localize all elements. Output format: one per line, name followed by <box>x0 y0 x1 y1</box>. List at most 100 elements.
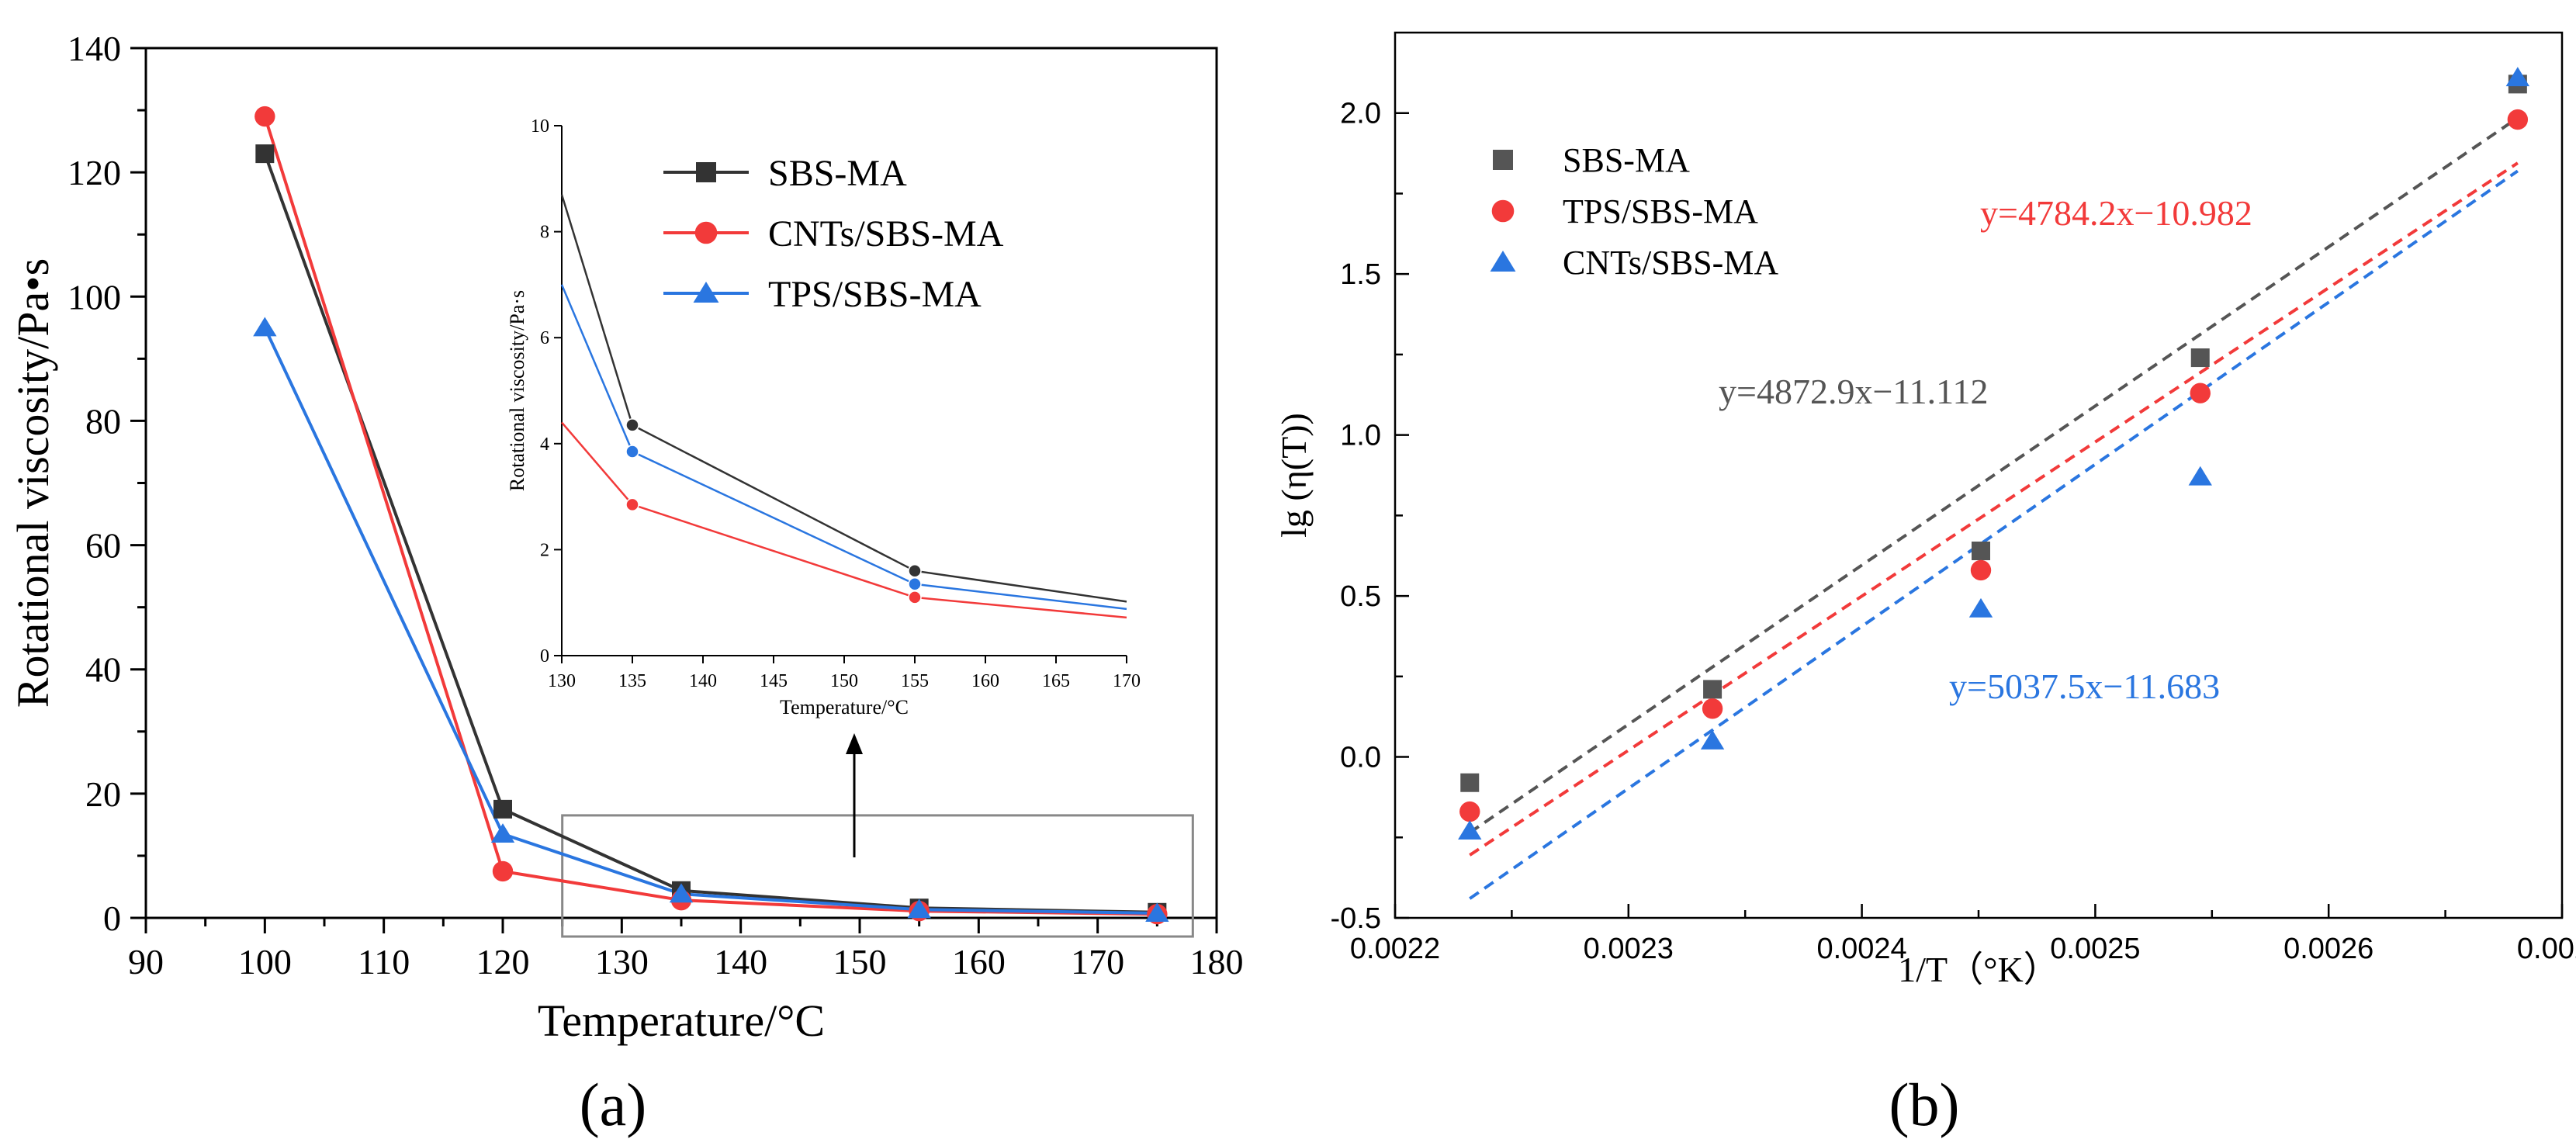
inset-series-line <box>560 194 1127 603</box>
data-point <box>1460 773 1480 792</box>
legend-label: SBS-MA <box>1563 141 1690 179</box>
inset-y-tick-label: 8 <box>540 223 549 243</box>
fit-line <box>1469 116 2519 834</box>
y-tick-label: 80 <box>85 401 121 441</box>
inset-data-point <box>908 563 922 578</box>
inset-series-line <box>561 421 1127 619</box>
inset-x-tick-label: 160 <box>971 671 999 691</box>
inset-x-tick-label: 140 <box>689 671 717 691</box>
data-point <box>1700 730 1725 750</box>
inset-x-tick-label: 130 <box>548 671 576 691</box>
zoom-region-box <box>561 814 1194 938</box>
panel-a: 90 100 110 120 130 140 150 160 170 18002040608010… <box>8 29 1244 1046</box>
x-tick-label: 170 <box>1071 942 1124 982</box>
fit-line <box>1469 169 2519 900</box>
legend-marker <box>1490 251 1516 272</box>
y-tick-label: 120 <box>68 153 121 192</box>
fit-equation: y=5037.5x−11.683 <box>1949 666 2220 706</box>
legend-marker <box>1493 150 1513 170</box>
inset-y-axis-label: Rotational viscosity/Pa·s <box>506 290 528 491</box>
data-point <box>1970 559 1992 581</box>
inset-series-line <box>560 284 1127 611</box>
data-point <box>2505 67 2530 87</box>
inset-x-tick-label: 135 <box>618 671 646 691</box>
panel-a-inset: 130 135 140 145 150 155 160 165 170 0 2 4 6 8 10 Temper… <box>506 116 1141 718</box>
legend-marker <box>696 162 716 182</box>
fit-equation: y=4872.9x−11.112 <box>1719 372 1988 411</box>
legend-label: TPS/SBS-MA <box>768 274 982 315</box>
y-tick-label: -0.5 <box>1331 902 1381 935</box>
data-point <box>254 106 275 127</box>
y-axis-label: Rotational viscosity/Pa•s <box>8 258 58 708</box>
legend-marker <box>693 282 719 303</box>
x-tick-label: 180 <box>1190 942 1244 982</box>
y-tick-label: 140 <box>68 29 121 68</box>
x-tick-label: 120 <box>476 942 530 982</box>
inset-y-tick-label: 10 <box>531 116 549 137</box>
x-tick-label: 140 <box>714 942 767 982</box>
legend-label: TPS/SBS-MA <box>1563 192 1758 230</box>
x-tick-label: 160 <box>952 942 1006 982</box>
inset-x-axis-label: Temperature/°C <box>780 696 909 718</box>
inset-x-tick-label: 165 <box>1042 671 1070 691</box>
data-point <box>493 799 512 819</box>
legend-label: CNTs/SBS-MA <box>1563 244 1778 282</box>
data-point <box>255 144 275 164</box>
inset-x-tick-label: 150 <box>830 671 858 691</box>
inset-x-tick-label: 145 <box>760 671 788 691</box>
inset-y-tick-label: 6 <box>540 328 549 348</box>
y-tick-label: 0.5 <box>1340 580 1381 613</box>
panel-b: 0.0022 0.0023 0.0024 0.0025 0.0026 0.0027 -0.5… <box>1274 31 2576 989</box>
y-tick-label: 60 <box>85 526 121 566</box>
y-axis-label: lg (η(T)) <box>1274 413 1314 538</box>
panel-label-b: (b) <box>1889 1071 1960 1138</box>
legend-marker <box>1491 199 1515 223</box>
data-point <box>1703 680 1723 699</box>
x-tick-label: 130 <box>595 942 649 982</box>
x-axis-label: Temperature/°C <box>538 995 825 1046</box>
x-tick-label: 110 <box>358 942 410 982</box>
data-point <box>490 823 515 843</box>
legend-label: SBS-MA <box>768 153 907 194</box>
y-tick-label: 20 <box>85 774 121 814</box>
inset-y-tick-label: 2 <box>540 540 549 560</box>
fit-line <box>1469 161 2519 857</box>
data-point <box>1968 597 1993 618</box>
y-tick-label: 1.0 <box>1340 420 1381 452</box>
inset-data-point <box>908 590 922 604</box>
y-tick-label: 1.5 <box>1340 258 1381 291</box>
data-point <box>1702 698 1723 719</box>
inset-data-point <box>625 418 639 432</box>
y-tick-label: 40 <box>85 650 121 690</box>
data-point <box>253 317 277 337</box>
inset-data-point <box>908 577 922 591</box>
fit-equation: y=4784.2x−10.982 <box>1980 193 2252 233</box>
x-tick-label: 0.0024 <box>1816 933 1906 965</box>
data-point <box>2507 109 2529 130</box>
panel-label-a: (a) <box>580 1071 647 1138</box>
x-tick-label: 0.0023 <box>1584 933 1674 965</box>
x-tick-label: 100 <box>238 942 292 982</box>
inset-x-tick-label: 155 <box>901 671 929 691</box>
x-tick-label: 0.0026 <box>2283 933 2373 965</box>
data-point <box>2190 383 2211 403</box>
data-point <box>2188 466 2212 486</box>
x-axis-label: 1/T（°K） <box>1898 950 2059 989</box>
y-tick-label: 0.0 <box>1340 742 1381 774</box>
y-tick-label: 100 <box>68 277 121 317</box>
data-point <box>669 883 694 903</box>
x-tick-label: 0.0022 <box>1350 933 1440 965</box>
inset-y-tick-label: 4 <box>540 435 549 455</box>
data-point <box>2190 348 2210 368</box>
x-tick-label: 90 <box>128 942 164 982</box>
x-tick-label: 0.0025 <box>2050 933 2140 965</box>
inset-data-point <box>625 497 639 512</box>
data-point <box>1458 820 1482 840</box>
legend-label: CNTs/SBS-MA <box>768 213 1004 254</box>
x-tick-label: 0.0027 <box>2517 933 2576 965</box>
data-point <box>907 898 931 919</box>
inset-data-point <box>625 445 639 459</box>
legend-marker <box>694 221 718 244</box>
zoom-arrow-head <box>846 733 863 754</box>
